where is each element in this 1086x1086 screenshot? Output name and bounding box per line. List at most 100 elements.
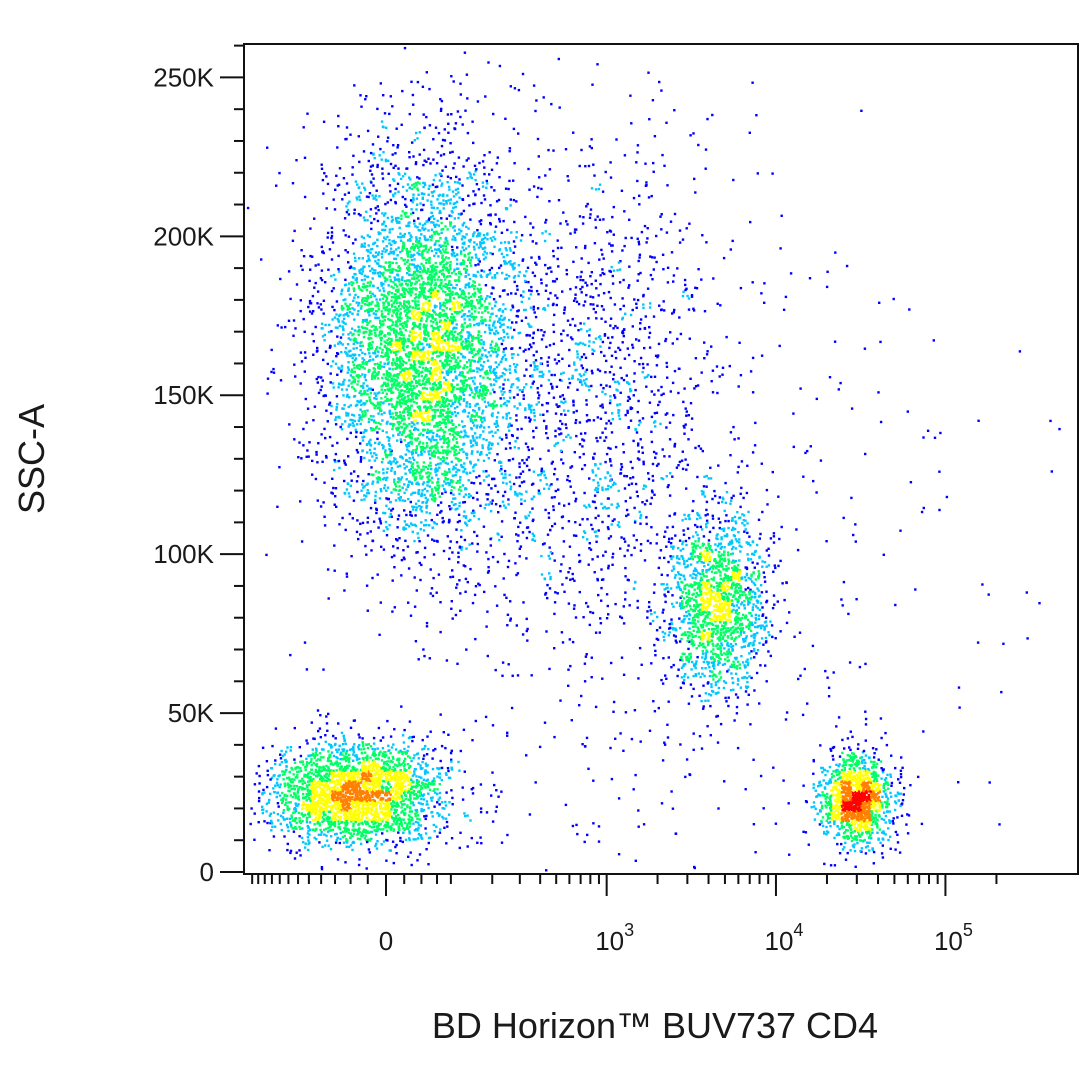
event-point (409, 199, 413, 202)
event-point (303, 195, 307, 199)
event-point (392, 417, 395, 420)
event-point (440, 287, 443, 290)
event-point (337, 366, 340, 369)
event-point (449, 366, 453, 370)
event-point (436, 386, 439, 389)
event-point (403, 375, 406, 379)
event-point (392, 239, 396, 243)
event-point (404, 402, 407, 405)
event-point (435, 591, 438, 594)
event-point (408, 469, 411, 472)
event-point (443, 389, 447, 393)
event-point (381, 240, 385, 243)
event-point (402, 337, 405, 340)
event-point (423, 556, 426, 559)
event-point (360, 489, 363, 492)
event-point (435, 424, 438, 427)
event-point (362, 358, 366, 362)
event-point (414, 419, 417, 422)
event-point (326, 236, 329, 239)
event-point (330, 491, 333, 494)
event-point (411, 505, 414, 508)
event-point (431, 490, 434, 493)
event-point (458, 276, 461, 279)
event-point (343, 479, 346, 483)
event-point (429, 464, 432, 467)
event-point (342, 177, 346, 180)
event-point (421, 288, 424, 292)
event-point (399, 455, 402, 459)
event-point (485, 470, 488, 473)
event-point (395, 322, 398, 325)
event-point (497, 337, 501, 341)
event-point (317, 263, 320, 266)
event-point (502, 339, 505, 342)
event-point (416, 203, 419, 206)
event-point (415, 468, 418, 472)
event-point (452, 349, 455, 353)
event-point (456, 246, 459, 249)
event-point (464, 431, 467, 434)
event-point (491, 286, 494, 289)
event-point (345, 575, 349, 578)
event-point (370, 473, 373, 476)
event-point (382, 529, 385, 533)
event-point (477, 334, 480, 337)
event-point (441, 435, 444, 439)
event-point (442, 397, 446, 400)
event-point (412, 263, 416, 266)
event-point (486, 610, 489, 613)
event-point (439, 427, 443, 430)
event-point (438, 249, 442, 253)
event-point (427, 354, 431, 357)
event-point (405, 361, 408, 365)
event-point (357, 186, 361, 189)
event-point (387, 261, 390, 264)
event-point (483, 154, 486, 157)
event-point (510, 231, 513, 234)
event-point (397, 382, 400, 386)
event-point (386, 352, 390, 355)
event-point (385, 296, 389, 299)
event-point (385, 346, 388, 349)
event-point (480, 452, 483, 455)
event-point (413, 423, 416, 426)
event-point (486, 389, 489, 392)
event-point (427, 275, 431, 279)
event-point (442, 301, 445, 304)
event-point (398, 381, 401, 384)
event-point (420, 505, 423, 509)
event-point (428, 304, 431, 307)
event-point (403, 287, 406, 290)
event-point (406, 272, 409, 275)
event-point (499, 325, 502, 329)
event-point (363, 352, 367, 356)
event-point (414, 414, 418, 418)
event-point (467, 194, 470, 197)
event-point (444, 278, 447, 281)
event-point (487, 443, 491, 447)
event-point (379, 520, 382, 523)
event-point (409, 383, 412, 387)
event-point (501, 393, 504, 396)
event-point (430, 467, 433, 471)
event-point (365, 210, 368, 213)
event-point (391, 227, 394, 231)
event-point (443, 322, 446, 326)
event-point (322, 299, 326, 302)
event-point (459, 485, 462, 489)
event-point (448, 188, 451, 191)
event-point (540, 357, 543, 360)
event-point (436, 513, 439, 516)
event-point (373, 196, 376, 200)
event-point (532, 380, 535, 383)
event-point (419, 383, 422, 387)
event-point (429, 277, 432, 280)
event-point (426, 300, 430, 303)
event-point (374, 498, 377, 502)
event-point (501, 318, 504, 321)
event-point (432, 395, 435, 399)
event-point (478, 453, 482, 456)
event-point (529, 293, 533, 296)
event-point (400, 123, 403, 126)
